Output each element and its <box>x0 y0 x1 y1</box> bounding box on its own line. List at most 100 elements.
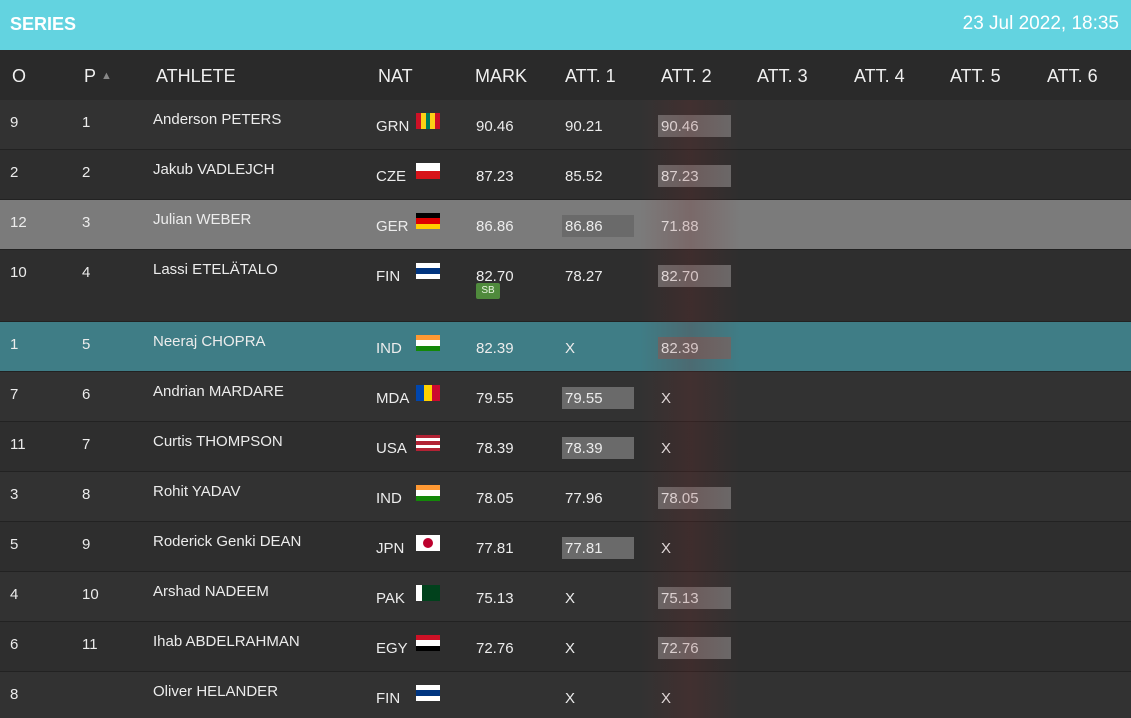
flag-icon <box>416 685 440 701</box>
flag-icon <box>416 385 440 401</box>
column-header: ATT. 6 <box>1047 66 1098 86</box>
athlete-name[interactable]: Jakub VADLEJCH <box>153 161 275 178</box>
attempt: 77.96 <box>565 490 603 507</box>
flag-icon <box>416 535 440 551</box>
attempt: 90.46 <box>661 118 699 135</box>
header-title: SERIES <box>10 14 77 34</box>
table-row[interactable]: 1 5 Neeraj CHOPRA IND 82.39 X 82.39 <box>0 322 1131 372</box>
best-attempt-box <box>658 115 731 137</box>
nationality: IND <box>376 490 402 507</box>
place: 11 <box>82 636 98 653</box>
column-header[interactable]: O <box>12 66 27 86</box>
flag-stripe <box>416 447 440 451</box>
flag-icon <box>416 635 440 651</box>
athlete-name[interactable]: Rohit YADAV <box>153 483 241 500</box>
nationality: GRN <box>376 118 410 135</box>
mark: 82.70 <box>476 268 514 285</box>
order: 7 <box>10 386 19 403</box>
attempt: 82.39 <box>661 340 699 357</box>
athlete-name[interactable]: Julian WEBER <box>153 211 252 228</box>
attempt: 78.05 <box>661 490 699 507</box>
place: 8 <box>82 486 91 503</box>
attempt: X <box>565 690 576 707</box>
table-row[interactable]: 10 4 Lassi ETELÄTALO FIN 82.70 SB 78.27 82.70 <box>0 250 1131 322</box>
order: 11 <box>10 436 26 453</box>
athlete-name[interactable]: Curtis THOMPSON <box>153 433 283 450</box>
column-header: ATT. 3 <box>757 66 808 86</box>
season-best-badge: SB <box>476 283 500 299</box>
flag-stripe <box>420 113 426 129</box>
best-attempt-box <box>562 437 634 459</box>
flag-stripe <box>422 585 428 601</box>
column-header[interactable]: P <box>84 66 97 86</box>
attempt: 86.86 <box>565 218 603 235</box>
table-row[interactable]: 12 3 Julian WEBER GER 86.86 86.86 71.88 <box>0 200 1131 250</box>
column-header: NAT <box>378 66 413 86</box>
flag-stripe <box>416 345 440 351</box>
table-row[interactable]: 4 10 Arshad NADEEM PAK 75.13 X 75.13 <box>0 572 1131 622</box>
flag-stripe <box>428 585 434 601</box>
table-row[interactable]: 3 8 Rohit YADAV IND 78.05 77.96 78.05 <box>0 472 1131 522</box>
table-row[interactable]: 5 9 Roderick Genki DEAN JPN 77.81 77.81 X <box>0 522 1131 572</box>
column-header: ATT. 2 <box>661 66 712 86</box>
athlete-name[interactable]: Roderick Genki DEAN <box>153 533 302 550</box>
flag-icon <box>416 485 440 501</box>
flag-stripe <box>416 695 440 701</box>
mark: 77.81 <box>476 540 514 557</box>
attempt: X <box>661 540 672 557</box>
table-row[interactable]: 9 1 Anderson PETERS GRN 90.46 90.21 90.46 <box>0 100 1131 150</box>
athlete-name[interactable]: Andrian MARDARE <box>153 383 284 400</box>
best-attempt-box <box>658 487 731 509</box>
order: 5 <box>10 536 19 553</box>
flag-stripe <box>416 685 440 691</box>
flag-icon <box>416 113 440 129</box>
best-attempt-box <box>562 215 634 237</box>
nationality: PAK <box>376 590 405 607</box>
flag-stripe <box>416 635 440 641</box>
flag-stripe <box>416 340 440 346</box>
athlete-name[interactable]: Neeraj CHOPRA <box>153 333 266 350</box>
flag-stripe <box>416 640 440 646</box>
best-attempt-box <box>562 387 634 409</box>
attempt: 71.88 <box>661 218 699 235</box>
table-row[interactable]: 2 2 Jakub VADLEJCH CZE 87.23 85.52 87.23 <box>0 150 1131 200</box>
column-header: ATT. 1 <box>565 66 616 86</box>
order: 4 <box>10 586 19 603</box>
athlete-name[interactable]: Ihab ABDELRAHMAN <box>153 633 300 650</box>
order: 10 <box>10 264 27 281</box>
flag-icon <box>416 163 440 179</box>
table-row[interactable]: 8 Oliver HELANDER FIN X X <box>0 672 1131 718</box>
attempt: 79.55 <box>565 390 603 407</box>
table-row[interactable]: 7 6 Andrian MARDARE MDA 79.55 79.55 X <box>0 372 1131 422</box>
table-row[interactable]: 6 11 Ihab ABDELRAHMAN EGY 72.76 X 72.76 <box>0 622 1131 672</box>
athlete-name[interactable]: Oliver HELANDER <box>153 683 279 700</box>
best-attempt-box <box>658 165 731 187</box>
flag-stripe <box>432 385 440 401</box>
table-row[interactable]: 11 7 Curtis THOMPSON USA 78.39 78.39 X <box>0 422 1131 472</box>
attempt: X <box>661 390 672 407</box>
athlete-name[interactable]: Anderson PETERS <box>153 111 282 128</box>
sort-icon[interactable]: ▲ <box>101 70 112 82</box>
order: 9 <box>10 114 19 131</box>
attempt: 82.70 <box>661 268 699 285</box>
header-datetime: 23 Jul 2022, 18:35 <box>962 13 1119 34</box>
mark: 87.23 <box>476 168 514 185</box>
mark: 72.76 <box>476 640 514 657</box>
mark: 78.05 <box>476 490 514 507</box>
flag-stripe <box>416 263 440 269</box>
column-header-row: O P ATHLETE NAT MARK ATT. 1 ATT. 2 ATT. 3 ATT. 4… <box>0 50 1131 100</box>
column-header: ATT. 5 <box>950 66 1001 86</box>
nationality: MDA <box>376 390 410 407</box>
best-attempt-box <box>562 537 634 559</box>
best-attempt-box <box>658 637 731 659</box>
flag-stripe <box>434 585 440 601</box>
athlete-name[interactable]: Lassi ETELÄTALO <box>153 261 278 278</box>
flag-stripe <box>416 485 440 491</box>
athlete-name[interactable]: Arshad NADEEM <box>153 583 269 600</box>
order: 12 <box>10 214 27 231</box>
flag-stripe <box>416 490 440 496</box>
flag-stripe <box>416 218 440 224</box>
attempt: 78.39 <box>565 440 603 457</box>
nationality: FIN <box>376 690 401 707</box>
